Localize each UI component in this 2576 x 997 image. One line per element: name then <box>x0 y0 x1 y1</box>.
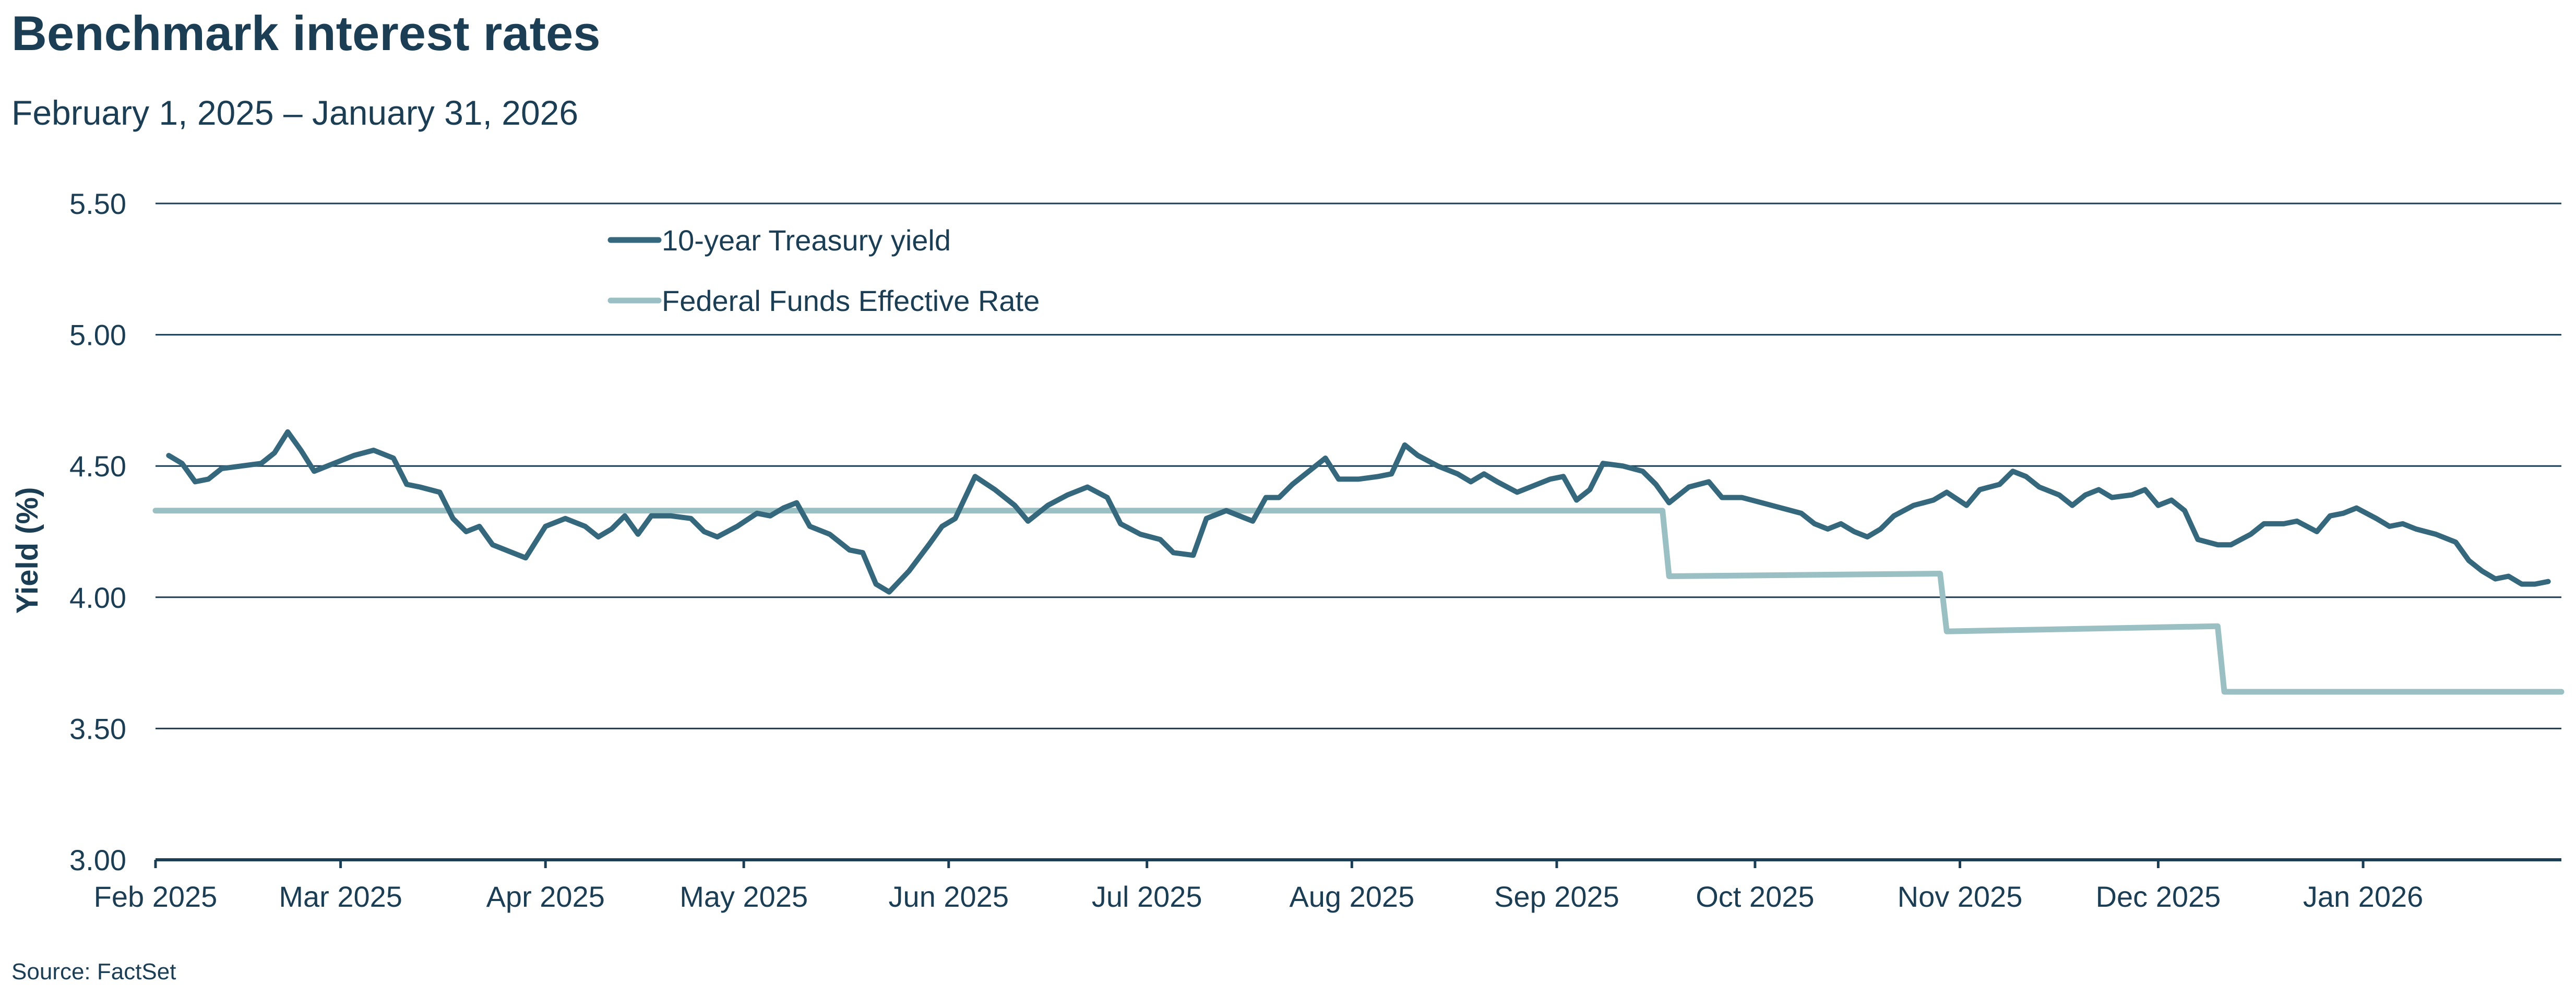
y-tick-label: 5.50 <box>69 187 126 220</box>
chart-title: Benchmark interest rates <box>11 6 601 61</box>
series-lines <box>152 429 2565 695</box>
x-tick-label: Mar 2025 <box>279 880 402 913</box>
y-tick-label: 3.00 <box>69 844 126 876</box>
x-tick-label: Jul 2025 <box>1092 880 1202 913</box>
treasury-yield-line <box>166 429 2551 595</box>
x-tick-label: Feb 2025 <box>94 880 218 913</box>
y-tick-label: 3.50 <box>69 712 126 745</box>
legend-label: Federal Funds Effective Rate <box>662 284 1040 317</box>
x-axis-ticks: Feb 2025 Mar 2025 Apr 2025 May 2025 Jun 2025… <box>94 860 2423 913</box>
legend: 10-year Treasury yield Federal Funds Effe… <box>607 224 1040 317</box>
chart-subtitle: February 1, 2025 – January 31, 2026 <box>11 93 579 132</box>
grid-lines <box>156 202 2561 861</box>
x-tick-label: Apr 2025 <box>486 880 605 913</box>
y-tick-label: 4.00 <box>69 581 126 614</box>
x-tick-label: Nov 2025 <box>1898 880 2023 913</box>
y-axis-label: Yield (%) <box>10 487 44 614</box>
y-axis-ticks: 3.00 3.50 4.00 4.50 5.00 5.50 <box>69 187 126 876</box>
x-tick-label: May 2025 <box>679 880 808 913</box>
y-tick-label: 5.00 <box>69 319 126 352</box>
x-tick-label: Dec 2025 <box>2096 880 2221 913</box>
x-tick-label: Sep 2025 <box>1494 880 1619 913</box>
chart-source: Source: FactSet <box>11 959 176 984</box>
y-tick-label: 4.50 <box>69 450 126 483</box>
x-tick-label: Jan 2026 <box>2303 880 2423 913</box>
legend-label: 10-year Treasury yield <box>662 224 951 257</box>
x-tick-label: Aug 2025 <box>1289 880 1414 913</box>
x-tick-label: Oct 2025 <box>1696 880 1814 913</box>
x-tick-label: Jun 2025 <box>889 880 1009 913</box>
fed-funds-rate-line <box>152 508 2565 695</box>
